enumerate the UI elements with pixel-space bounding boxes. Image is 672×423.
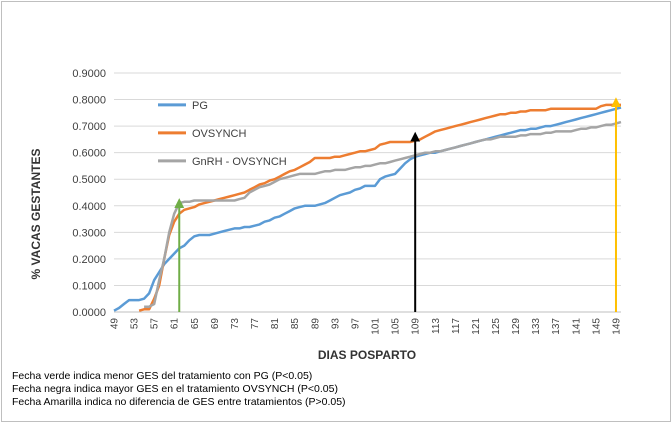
series-line-ovsynch [138, 103, 621, 312]
x-tick-label: 69 [210, 318, 221, 330]
x-tick-label: 77 [250, 318, 261, 330]
footnote-green: Fecha verde indica menor GES del tratami… [12, 370, 313, 382]
footnote-yellow: Fecha Amarilla indica no diferencia de G… [12, 396, 346, 408]
x-tick-label: 141 [571, 318, 582, 335]
y-tick-label: 0.6000 [72, 148, 106, 160]
x-tick-label: 125 [491, 318, 502, 335]
x-tick-label: 53 [130, 318, 141, 330]
x-tick-label: 61 [170, 318, 181, 330]
arrow-markers [174, 97, 621, 312]
x-tick-label: 113 [431, 318, 442, 334]
x-tick-label: 121 [471, 318, 482, 335]
x-tick-label: 149 [611, 318, 622, 335]
x-tick-label: 81 [270, 318, 281, 330]
legend-label: GnRH - OVSYNCH [192, 156, 287, 168]
y-tick-label: 0.1000 [72, 280, 106, 292]
x-tick-label: 145 [591, 318, 602, 335]
legend: PG OVSYNCH GnRH - OVSYNCH [158, 100, 287, 168]
x-tick-label: 93 [330, 318, 341, 330]
x-axis-label: DIAS POSPARTO [318, 348, 416, 362]
x-tick-label: 73 [230, 318, 241, 330]
legend-label: PG [192, 100, 208, 112]
y-tick-label: 0.2000 [72, 254, 106, 266]
series-lines [113, 103, 622, 312]
y-tick-label: 0.8000 [72, 95, 106, 107]
x-tick-label: 137 [551, 318, 562, 335]
y-tick-label: 0.5000 [72, 174, 106, 186]
y-tick-label: 0.0000 [72, 307, 106, 319]
x-axis-ticks: 49 53 57 61 65 69 73 77 81 85 89 93 97 101 105 109 113 11… [110, 318, 623, 335]
x-tick-label: 97 [350, 318, 361, 330]
y-tick-label: 0.4000 [72, 201, 106, 213]
series-line-pg [113, 106, 622, 312]
x-tick-label: 129 [511, 318, 522, 335]
legend-label: OVSYNCH [192, 128, 246, 140]
x-tick-label: 109 [411, 318, 422, 335]
series-line-gnrh-ovsynch [144, 120, 622, 308]
y-axis-label: % VACAS GESTANTES [29, 149, 43, 280]
y-tick-label: 0.3000 [72, 227, 106, 239]
x-tick-label: 117 [451, 318, 462, 334]
x-tick-label: 89 [310, 318, 321, 330]
x-tick-label: 133 [531, 318, 542, 335]
x-tick-label: 57 [150, 318, 161, 330]
y-tick-label: 0.9000 [72, 68, 106, 80]
x-tick-label: 85 [290, 318, 301, 330]
x-tick-label: 65 [190, 318, 201, 330]
y-axis-ticks: 0.0000 0.1000 0.2000 0.3000 0.4000 0.5000 0.60… [72, 68, 106, 319]
x-tick-label: 49 [110, 318, 121, 330]
footnote-black: Fecha negra indica mayor GES en el trata… [12, 383, 338, 395]
x-tick-label: 105 [391, 318, 402, 335]
x-tick-label: 101 [371, 318, 382, 335]
y-tick-label: 0.7000 [72, 121, 106, 133]
gridlines [114, 72, 621, 313]
